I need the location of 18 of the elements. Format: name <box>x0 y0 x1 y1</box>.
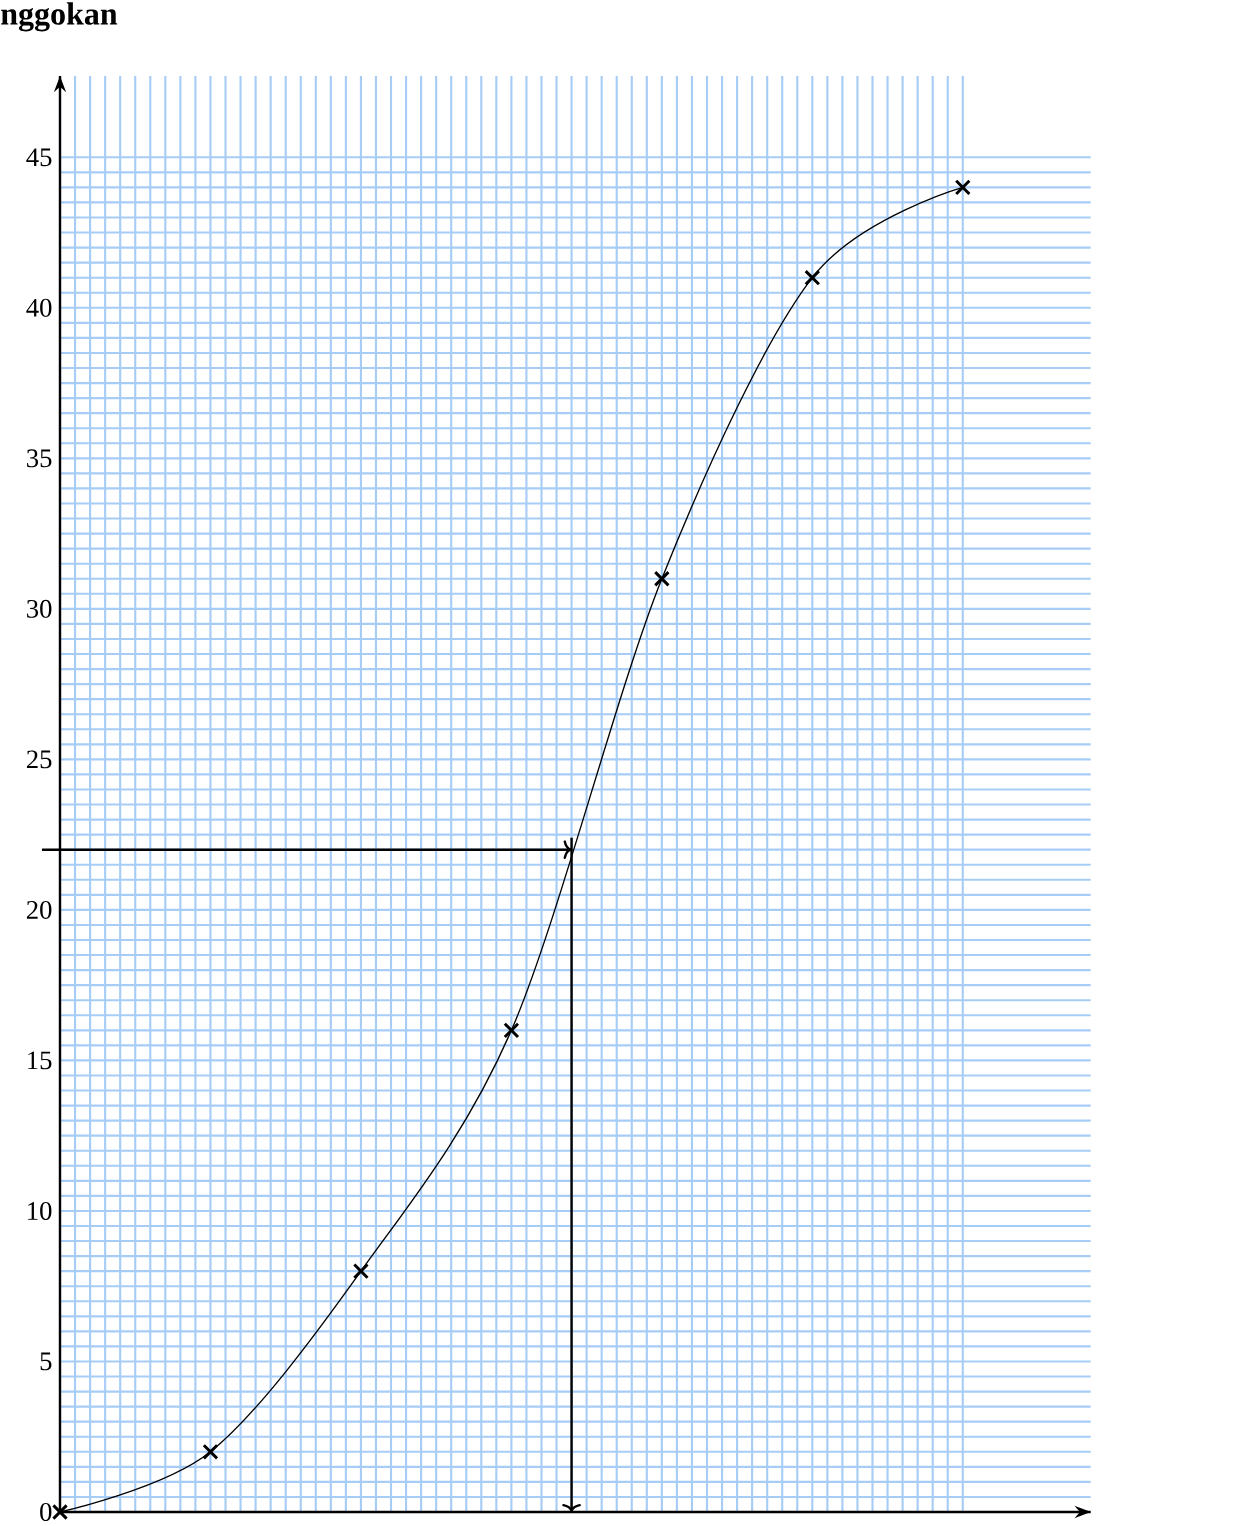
y-tick-label: 40 <box>26 298 52 317</box>
point <box>804 269 821 286</box>
y-tick-label: 15 <box>28 1051 52 1070</box>
y-tick-label: 0 <box>40 1503 52 1521</box>
point <box>202 1443 219 1460</box>
point <box>503 1022 520 1039</box>
y-tick-label: 30 <box>27 599 52 618</box>
y-tick-label: 45 <box>26 148 52 167</box>
y-tick-label: 5 <box>40 1352 52 1371</box>
point <box>653 570 670 587</box>
y-tick-label: 20 <box>26 900 52 919</box>
y-tick-label: 25 <box>26 750 52 769</box>
point <box>51 1503 69 1521</box>
y-tick-label: 35 <box>27 449 52 468</box>
y-axis-title: nggokan <box>1 2 118 32</box>
point <box>954 179 971 196</box>
y-tick-label: 10 <box>28 1201 52 1220</box>
point <box>352 1263 369 1280</box>
